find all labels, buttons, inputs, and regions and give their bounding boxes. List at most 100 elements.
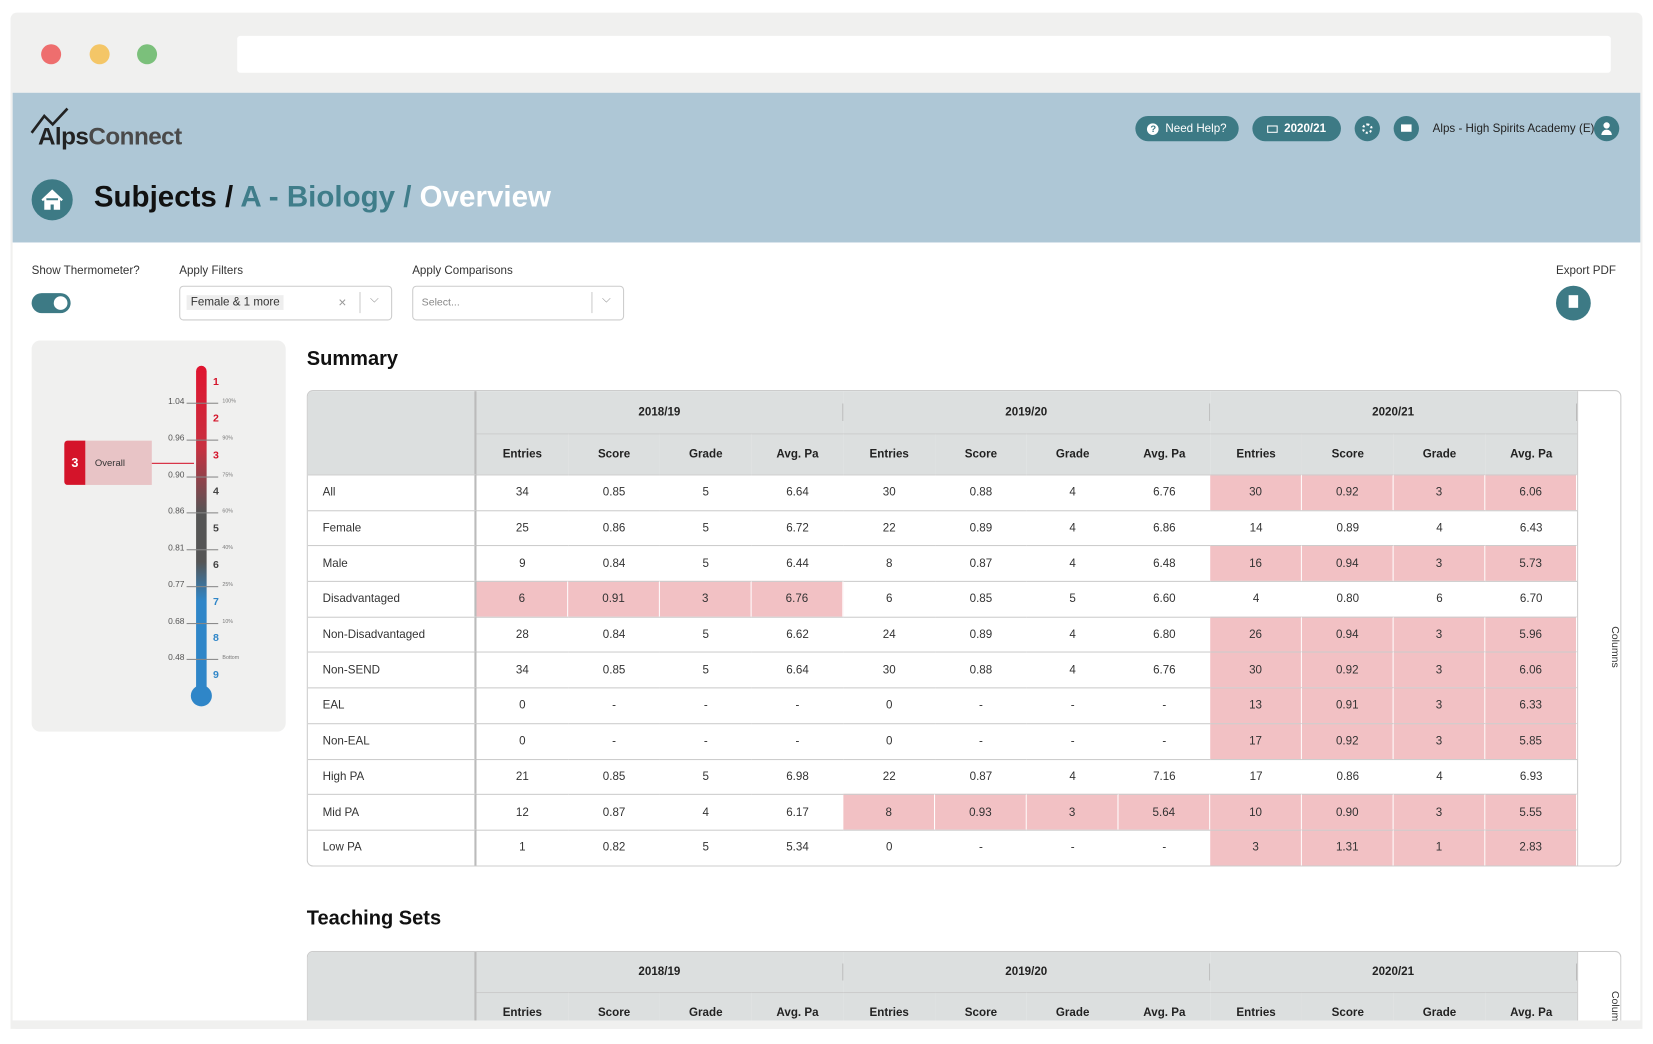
cell: 1 <box>1393 829 1486 866</box>
cell: 17 <box>1210 722 1302 759</box>
cell: - <box>568 687 660 723</box>
thermometer-tube <box>196 365 207 693</box>
cell: 28 <box>476 616 569 652</box>
column-header: Score <box>568 992 660 1021</box>
cell: 0.84 <box>568 545 660 581</box>
cell: 21 <box>476 758 569 794</box>
grade-label: 8 <box>212 632 219 645</box>
percentile-label: 75% <box>222 471 233 479</box>
toggle[interactable] <box>31 293 71 314</box>
column-header: Avg. Pa <box>751 433 844 475</box>
cell: 0 <box>476 722 569 759</box>
column-header: Entries <box>843 992 936 1021</box>
home-button[interactable] <box>31 179 73 221</box>
tick <box>186 659 219 661</box>
score-label: 0.77 <box>168 579 185 590</box>
cell: 6.44 <box>751 545 844 581</box>
cell: 0.86 <box>1301 758 1394 794</box>
cell: 6 <box>476 580 569 617</box>
cell: 5 <box>659 509 752 546</box>
year-button[interactable]: 2020/21 <box>1252 115 1341 142</box>
mail-button[interactable] <box>1393 115 1419 142</box>
cell: 5 <box>659 758 752 794</box>
help-text: Need Help? <box>1165 122 1227 135</box>
cell: 5 <box>1026 580 1119 617</box>
cell: 6.76 <box>1118 651 1211 688</box>
score-label: 0.68 <box>168 616 185 626</box>
max-dot[interactable] <box>137 44 158 65</box>
help-button[interactable]: ? Need Help? <box>1135 115 1239 142</box>
column-header: Score <box>935 992 1027 1021</box>
cell: 6.93 <box>1485 758 1578 794</box>
filter-select[interactable]: Female & 1 more × ⌵ <box>179 285 393 321</box>
cell: 0.92 <box>1301 651 1394 688</box>
row-label: Male <box>307 545 477 581</box>
crumb[interactable]: Subjects <box>93 180 217 213</box>
cell: 0.89 <box>1301 509 1394 546</box>
cell: 6.60 <box>1118 580 1211 617</box>
cell: 6.64 <box>751 651 844 688</box>
row-label: Mid PA <box>307 794 477 830</box>
cell: 6.06 <box>1485 651 1578 688</box>
year-header: 2020/21 <box>1210 391 1578 434</box>
columns-toggle: Columns <box>1577 391 1620 866</box>
header-corner <box>307 951 477 1021</box>
year-header: 2019/20 <box>843 391 1211 434</box>
school-name: Alps - High Spirits Academy (E) <box>1432 122 1595 135</box>
cell: 3 <box>1393 616 1486 652</box>
cell: - <box>935 722 1027 759</box>
cell: 34 <box>476 474 569 510</box>
row-label: Low PA <box>307 829 477 866</box>
cell: 8 <box>843 794 936 830</box>
cell: 6.06 <box>1485 474 1578 510</box>
cell: 6.98 <box>751 758 844 794</box>
min-dot[interactable] <box>89 44 110 65</box>
year-header: 2019/20 <box>843 951 1211 993</box>
cell: - <box>1026 722 1119 759</box>
export-button[interactable] <box>1555 285 1591 321</box>
cell: 4 <box>1026 758 1119 794</box>
cell: - <box>659 722 752 759</box>
cell: 5 <box>659 474 752 510</box>
breadcrumb: Subjects / A - Biology / Overview <box>93 180 551 213</box>
logo-alps: Alps <box>37 122 89 150</box>
cell: 6.43 <box>1485 509 1578 546</box>
filter-chip: Female & 1 more <box>186 295 284 310</box>
column-header: Entries <box>476 992 569 1021</box>
close-dot[interactable] <box>41 44 62 65</box>
row-label: Female <box>307 509 477 546</box>
label: Apply Comparisons <box>412 264 513 278</box>
cell: 3 <box>659 580 752 617</box>
user-button[interactable] <box>1593 115 1620 142</box>
column-header: Avg. Pa <box>1118 433 1211 475</box>
grade-label: 6 <box>212 559 219 572</box>
address-bar[interactable] <box>237 35 1611 73</box>
cell: 0.89 <box>935 616 1027 652</box>
column-header: Avg. Pa <box>1485 992 1578 1021</box>
column-header: Grade <box>1393 433 1486 475</box>
section-title: Teaching Sets <box>306 907 442 930</box>
teaching-clip: 2018/19 2019/20 2020/21 Entries Score Grade Av… <box>306 950 1622 1021</box>
cell: 5.34 <box>751 829 844 866</box>
column-header: Avg. Pa <box>1485 433 1578 475</box>
label: Apply Filters <box>179 264 244 278</box>
settings-button[interactable] <box>1354 115 1380 142</box>
comparison-select[interactable]: Select... ⌵ <box>412 285 625 321</box>
cell: 0 <box>843 687 936 723</box>
cell: 3 <box>1393 794 1486 830</box>
column-header: Grade <box>659 433 752 475</box>
cell: 5.55 <box>1485 794 1578 830</box>
cell: 4 <box>1026 545 1119 581</box>
grade-label: 9 <box>212 669 219 682</box>
score-label: 0.86 <box>168 506 185 516</box>
cell: 6.64 <box>751 474 844 510</box>
cell: 6.17 <box>751 794 844 830</box>
percentile-label: 100% <box>222 398 236 405</box>
cell: 6.72 <box>751 509 844 546</box>
column-header: Grade <box>1026 433 1119 475</box>
cell: 7.16 <box>1118 758 1211 794</box>
crumb: Overview <box>419 180 551 213</box>
crumb[interactable]: A - Biology <box>240 180 396 213</box>
thermometer-panel <box>31 340 286 732</box>
